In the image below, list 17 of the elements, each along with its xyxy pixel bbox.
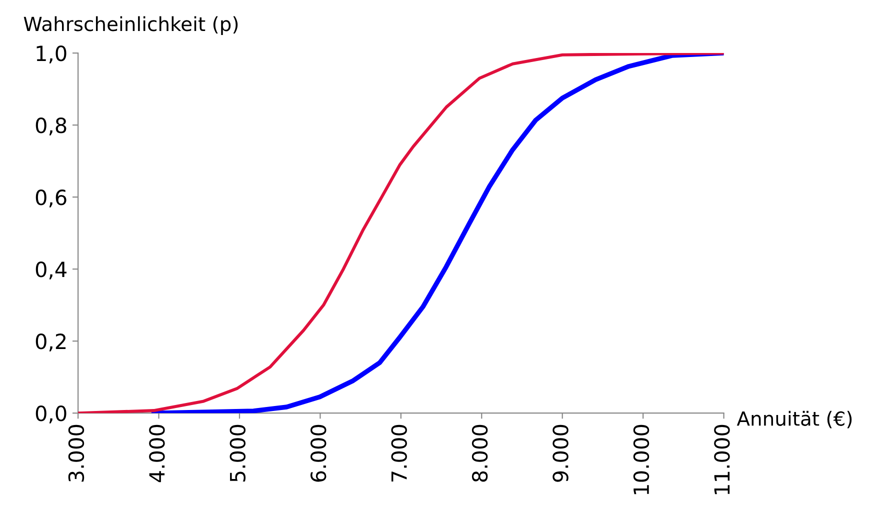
x-tick-label: 10.000 <box>633 424 650 494</box>
x-tick-label: 5.000 <box>230 424 246 482</box>
y-tick-label: 1,0 <box>36 45 66 64</box>
y-tick-label: 0,4 <box>36 262 66 280</box>
x-tick-label: 11.000 <box>714 424 730 494</box>
x-tick-label: 7.000 <box>391 424 407 482</box>
y-tick-label: 0,6 <box>36 190 66 208</box>
x-tick-label: 6.000 <box>310 424 326 482</box>
y-tick-label: 0,2 <box>36 334 66 352</box>
x-tick-label: 3.000 <box>68 424 84 482</box>
y-axis-title: Wahrscheinlichkeit (p) <box>24 16 238 36</box>
x-tick-label: 9.000 <box>552 424 568 482</box>
y-tick-label: 0,8 <box>36 118 66 136</box>
x-tick-label: 8.000 <box>472 424 488 482</box>
x-tick-label: 4.000 <box>149 424 165 482</box>
x-axis-title: Annuität (€) <box>736 410 852 428</box>
y-tick-label: 0,0 <box>36 406 66 424</box>
